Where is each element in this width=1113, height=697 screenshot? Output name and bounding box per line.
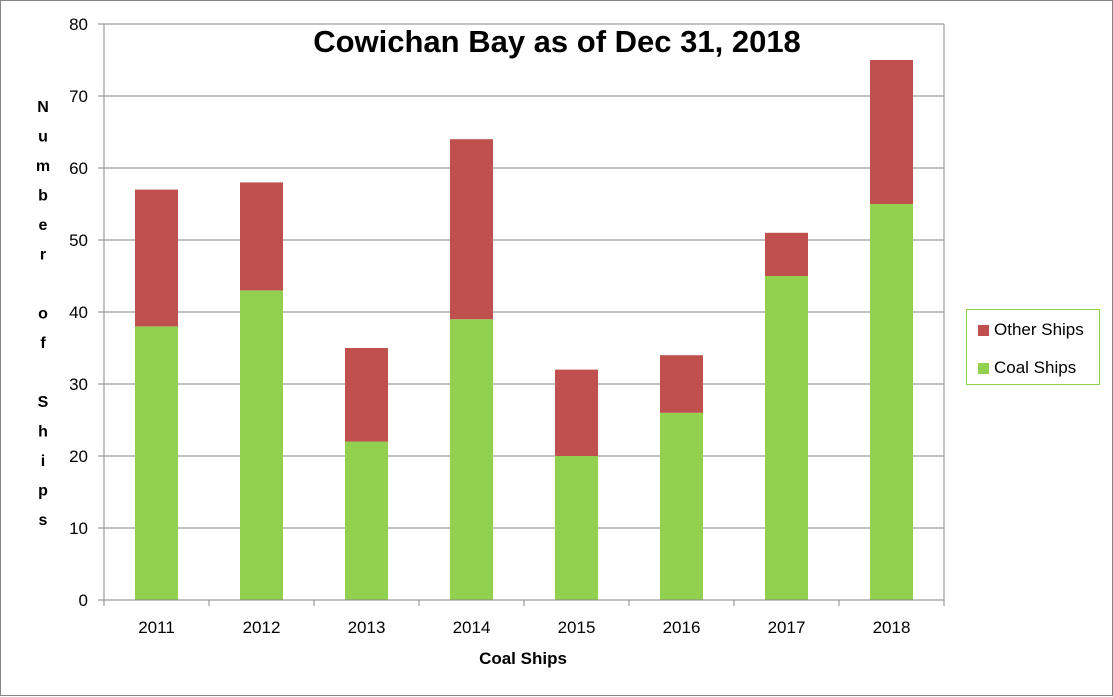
y-tick-label: 60 [69,159,88,178]
x-tick-label: 2017 [768,618,806,637]
y-tick-label: 50 [69,231,88,250]
bar-coal-ships-2015 [555,456,598,600]
gridlines [104,23,945,600]
bar-other-ships-2018 [870,60,913,204]
legend-label-other-ships: Other Ships [994,320,1084,339]
legend-swatch-coal-ships [978,362,989,374]
bar-other-ships-2017 [765,232,808,276]
x-tick-label: 2013 [348,618,386,637]
bar-coal-ships-2014 [450,319,493,600]
y-axis-title-char: r [40,247,46,264]
y-axis-title-char: m [36,158,50,175]
y-axis-title-char: u [38,129,48,146]
bar-other-ships-2011 [135,189,178,327]
bar-coal-ships-2011 [135,326,178,600]
bar-other-ships-2014 [450,139,493,320]
bars [135,60,913,600]
y-axis-title-char: p [38,483,48,500]
bar-coal-ships-2017 [765,276,808,600]
bar-other-ships-2012 [240,182,283,291]
y-tick-label: 0 [79,591,88,610]
bar-coal-ships-2016 [660,412,703,600]
legend-swatch-other-ships [978,324,989,336]
y-axis-title-char: s [39,512,48,529]
y-tick-label: 10 [69,519,88,538]
x-tick-label: 2011 [138,618,175,637]
x-tick-label: 2015 [558,618,596,637]
y-tick-label: 80 [69,15,88,34]
y-axis-title-char: h [38,424,48,441]
legend-label-coal-ships: Coal Ships [994,358,1077,377]
x-tick-label: 2014 [453,618,491,637]
y-axis-title-char: S [38,394,49,411]
y-axis-title-char: e [39,217,48,234]
y-tick-label: 20 [69,447,88,466]
bar-coal-ships-2012 [240,290,283,600]
bar-other-ships-2015 [555,369,598,456]
bar-other-ships-2016 [660,355,703,413]
legend-item-coal-ships: Coal Ships [978,358,1076,378]
x-tick-label: 2016 [663,618,701,637]
y-axis-title-char: i [41,453,45,470]
y-axis-title-char: f [40,335,46,352]
y-axis-title-char: N [37,99,49,116]
y-tick-label: 70 [69,87,88,106]
bar-coal-ships-2018 [870,204,913,600]
legend-item-other-ships: Other Ships [978,320,1084,340]
x-tick-label: 2018 [873,618,911,637]
legend: Other Ships Coal Ships [966,309,1100,385]
chart-title: Cowichan Bay as of Dec 31, 2018 [313,24,801,59]
axes: 0 10 20 30 40 50 60 70 80 2011 2012 2013 2014 2015 201… [69,15,945,637]
y-axis-title-char: o [38,306,48,323]
x-axis-title: Coal Ships [479,649,567,668]
bar-coal-ships-2013 [345,441,388,600]
y-tick-label: 40 [69,303,88,322]
y-axis-title-char: b [38,188,48,205]
bar-other-ships-2013 [345,348,388,442]
y-tick-label: 30 [69,375,88,394]
x-tick-label: 2012 [243,618,281,637]
